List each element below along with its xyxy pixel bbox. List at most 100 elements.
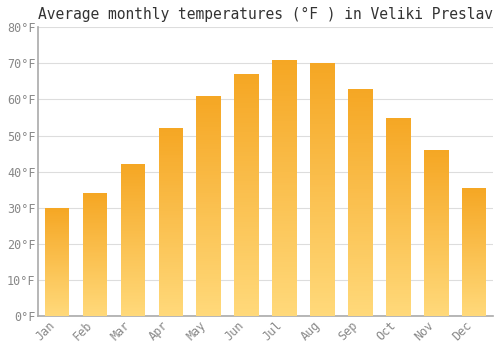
Bar (234, 171, 259, 173)
Bar (196, 127, 221, 129)
Bar (424, 293, 448, 294)
Bar (120, 201, 146, 202)
Bar (424, 218, 448, 220)
Bar (424, 265, 448, 266)
Bar (45, 257, 70, 258)
Bar (272, 62, 297, 65)
Bar (196, 105, 221, 107)
Bar (120, 258, 146, 260)
Bar (310, 200, 335, 202)
Bar (462, 188, 486, 189)
Bar (196, 190, 221, 193)
Bar (45, 267, 70, 268)
Bar (83, 239, 108, 240)
Bar (272, 91, 297, 93)
Bar (272, 85, 297, 88)
Bar (386, 254, 410, 257)
Bar (348, 209, 372, 211)
Bar (462, 233, 486, 234)
Bar (196, 195, 221, 197)
Bar (45, 275, 70, 276)
Bar (348, 146, 372, 148)
Bar (196, 261, 221, 263)
Bar (310, 147, 335, 149)
Bar (424, 288, 448, 289)
Bar (348, 105, 372, 107)
Bar (386, 151, 410, 153)
Bar (348, 220, 372, 223)
Bar (462, 190, 486, 192)
Bar (310, 228, 335, 230)
Bar (83, 274, 108, 275)
Bar (310, 271, 335, 273)
Bar (272, 231, 297, 234)
Bar (424, 206, 448, 208)
Bar (158, 246, 183, 248)
Bar (83, 258, 108, 260)
Bar (196, 164, 221, 166)
Bar (158, 141, 183, 144)
Bar (158, 207, 183, 209)
Bar (120, 269, 146, 271)
Bar (272, 121, 297, 124)
Bar (83, 199, 108, 201)
Bar (120, 271, 146, 272)
Bar (386, 278, 410, 280)
Bar (234, 265, 259, 268)
Bar (272, 308, 297, 311)
Bar (120, 204, 146, 205)
Bar (310, 207, 335, 210)
Bar (462, 230, 486, 231)
Bar (462, 215, 486, 216)
Bar (310, 152, 335, 154)
Bar (196, 96, 221, 98)
Bar (83, 235, 108, 236)
Bar (424, 256, 448, 258)
Bar (158, 265, 183, 267)
Bar (310, 169, 335, 172)
Bar (386, 201, 410, 203)
Bar (462, 297, 486, 298)
Bar (462, 281, 486, 283)
Bar (310, 306, 335, 308)
Bar (348, 164, 372, 166)
Bar (234, 299, 259, 301)
Bar (348, 150, 372, 152)
Bar (462, 313, 486, 315)
Bar (120, 180, 146, 181)
Bar (462, 241, 486, 243)
Bar (462, 280, 486, 281)
Bar (424, 215, 448, 216)
Bar (158, 215, 183, 217)
Bar (234, 304, 259, 306)
Bar (386, 251, 410, 252)
Bar (348, 139, 372, 141)
Bar (348, 295, 372, 298)
Bar (272, 226, 297, 229)
Bar (462, 306, 486, 307)
Bar (196, 173, 221, 175)
Bar (45, 242, 70, 244)
Bar (196, 217, 221, 219)
Bar (120, 228, 146, 230)
Bar (158, 144, 183, 145)
Bar (158, 226, 183, 228)
Bar (83, 301, 108, 302)
Bar (120, 164, 146, 166)
Bar (45, 274, 70, 275)
Bar (45, 271, 70, 272)
Bar (386, 183, 410, 185)
Bar (310, 265, 335, 268)
Bar (45, 299, 70, 300)
Bar (424, 200, 448, 202)
Bar (386, 274, 410, 276)
Bar (120, 243, 146, 245)
Bar (45, 298, 70, 299)
Bar (272, 267, 297, 270)
Bar (158, 233, 183, 235)
Bar (386, 290, 410, 292)
Bar (310, 78, 335, 81)
Bar (234, 277, 259, 280)
Bar (310, 288, 335, 291)
Bar (386, 197, 410, 199)
